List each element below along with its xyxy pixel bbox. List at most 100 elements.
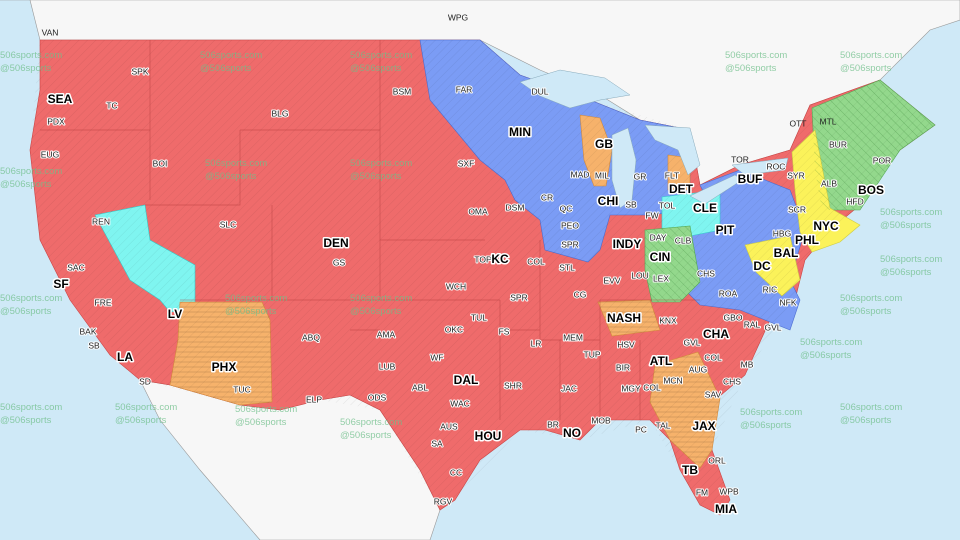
market-label-stl: STL — [559, 262, 575, 272]
market-label-sb: SB — [625, 199, 637, 209]
market-label-mil: MIL — [595, 170, 609, 180]
watermark-text: 506sports.com — [880, 207, 942, 218]
market-label-abl: ABL — [412, 382, 428, 392]
market-label-cc: CC — [450, 467, 462, 477]
market-label-far: FAR — [456, 84, 473, 94]
market-label-spr: SPR — [510, 292, 527, 302]
watermarks: 506sports.com @506sports 506sports.com @506… — [0, 50, 942, 441]
market-label-syr: SYR — [787, 170, 804, 180]
market-label-dsm: DSM — [506, 202, 525, 212]
market-label-aug: AUG — [689, 364, 707, 374]
watermark-text: @506sports — [725, 63, 777, 74]
market-label-cin: CIN — [650, 250, 671, 264]
market-label-sb: SB — [88, 340, 100, 350]
market-label-shr: SHR — [504, 380, 522, 390]
market-label-ods: ODS — [368, 392, 387, 402]
watermark-text: @506sports — [840, 415, 892, 426]
watermark-text: @506sports — [800, 350, 852, 361]
market-label-chs: CHS — [697, 268, 715, 278]
watermark-text: 506sports.com — [225, 293, 287, 304]
market-label-abq: ABQ — [302, 332, 320, 342]
market-label-fre: FRE — [95, 297, 112, 307]
green-hatch-texture — [645, 80, 935, 302]
market-label-chi: CHI — [598, 194, 619, 208]
market-label-pc: PC — [635, 424, 647, 434]
market-label-wpg: WPG — [448, 12, 468, 22]
watermark-text: 506sports.com — [200, 50, 262, 61]
market-label-eug: EUG — [41, 149, 59, 159]
market-label-elp: ELP — [306, 394, 322, 404]
market-label-jax: JAX — [692, 419, 715, 433]
watermark-text: 506sports.com — [740, 407, 802, 418]
market-label-tor: TOR — [731, 154, 749, 164]
market-label-tul: TUL — [471, 312, 487, 322]
market-label-chs: CHS — [723, 376, 741, 386]
market-label-sd: SD — [139, 376, 151, 386]
market-label-sea: SEA — [48, 92, 73, 106]
market-label-ama: AMA — [377, 329, 396, 339]
market-label-dal: DAL — [454, 373, 479, 387]
watermark-text: @506sports — [340, 430, 392, 441]
watermark-text: 506sports.com — [800, 337, 862, 348]
market-label-blg: BLG — [271, 108, 288, 118]
market-label-gbo: GBO — [724, 312, 743, 322]
market-label-jac: JAC — [561, 383, 577, 393]
market-label-nash: NASH — [607, 311, 641, 325]
watermark-text: 506sports.com — [350, 293, 412, 304]
watermark-text: 506sports.com — [0, 166, 62, 177]
market-label-indy: INDY — [613, 237, 642, 251]
watermark-text: @506sports — [880, 267, 932, 278]
market-label-mb: MB — [741, 359, 754, 369]
watermark-text: @506sports — [0, 306, 52, 317]
market-label-gr: GR — [634, 171, 647, 181]
watermark-text: @506sports — [350, 63, 402, 74]
market-label-wpb: WPB — [719, 486, 739, 496]
stripe-texture — [170, 300, 720, 468]
market-label-hou: HOU — [475, 429, 502, 443]
market-label-lex: LEX — [653, 273, 669, 283]
watermark-text: 506sports.com — [725, 50, 787, 61]
market-label-col: COL — [704, 352, 722, 362]
market-label-scr: SCR — [788, 204, 806, 214]
market-label-wf: WF — [430, 352, 443, 362]
market-label-gs: GS — [333, 257, 346, 267]
market-label-ren: REN — [92, 216, 110, 226]
market-label-wac: WAC — [450, 398, 470, 408]
great-lakes — [519, 69, 789, 209]
market-label-peo: PEO — [561, 220, 579, 230]
market-label-mad: MAD — [571, 169, 590, 179]
lake-erie — [689, 174, 743, 205]
market-label-boi: BOI — [153, 158, 168, 168]
market-label-tal: TAL — [656, 420, 671, 430]
market-label-atl: ATL — [650, 354, 672, 368]
market-label-slc: SLC — [220, 219, 237, 229]
market-label-fs: FS — [499, 326, 510, 336]
watermark-text: 506sports.com — [205, 158, 267, 169]
market-label-ric: RIC — [763, 284, 778, 294]
market-label-dc: DC — [753, 259, 771, 273]
watermark-text: 506sports.com — [0, 293, 62, 304]
market-label-mgy: MGY — [621, 383, 641, 393]
lake-huron — [644, 124, 701, 176]
market-label-bur: BUR — [829, 139, 847, 149]
market-label-wch: WCH — [446, 281, 466, 291]
watermark-text: 506sports.com — [235, 404, 297, 415]
market-label-phx: PHX — [212, 360, 237, 374]
watermark-text: @506sports — [115, 415, 167, 426]
market-label-oma: OMA — [468, 206, 488, 216]
market-label-flt: FLT — [665, 170, 679, 180]
market-label-top: TOP — [474, 254, 492, 264]
watermark-text: @506sports — [880, 220, 932, 231]
market-label-qc: QC — [560, 203, 573, 213]
watermark-text: @506sports — [0, 63, 52, 74]
market-label-bos: BOS — [858, 183, 884, 197]
market-label-buf: BUF — [738, 172, 763, 186]
market-label-nfk: NFK — [780, 297, 797, 307]
market-label-hsv: HSV — [617, 339, 635, 349]
market-label-bir: BIR — [616, 362, 630, 372]
market-label-rgv: RGV — [434, 496, 453, 506]
market-label-spk: SPK — [131, 66, 148, 76]
market-label-spr: SPR — [561, 239, 578, 249]
market-label-cg: CG — [574, 289, 587, 299]
